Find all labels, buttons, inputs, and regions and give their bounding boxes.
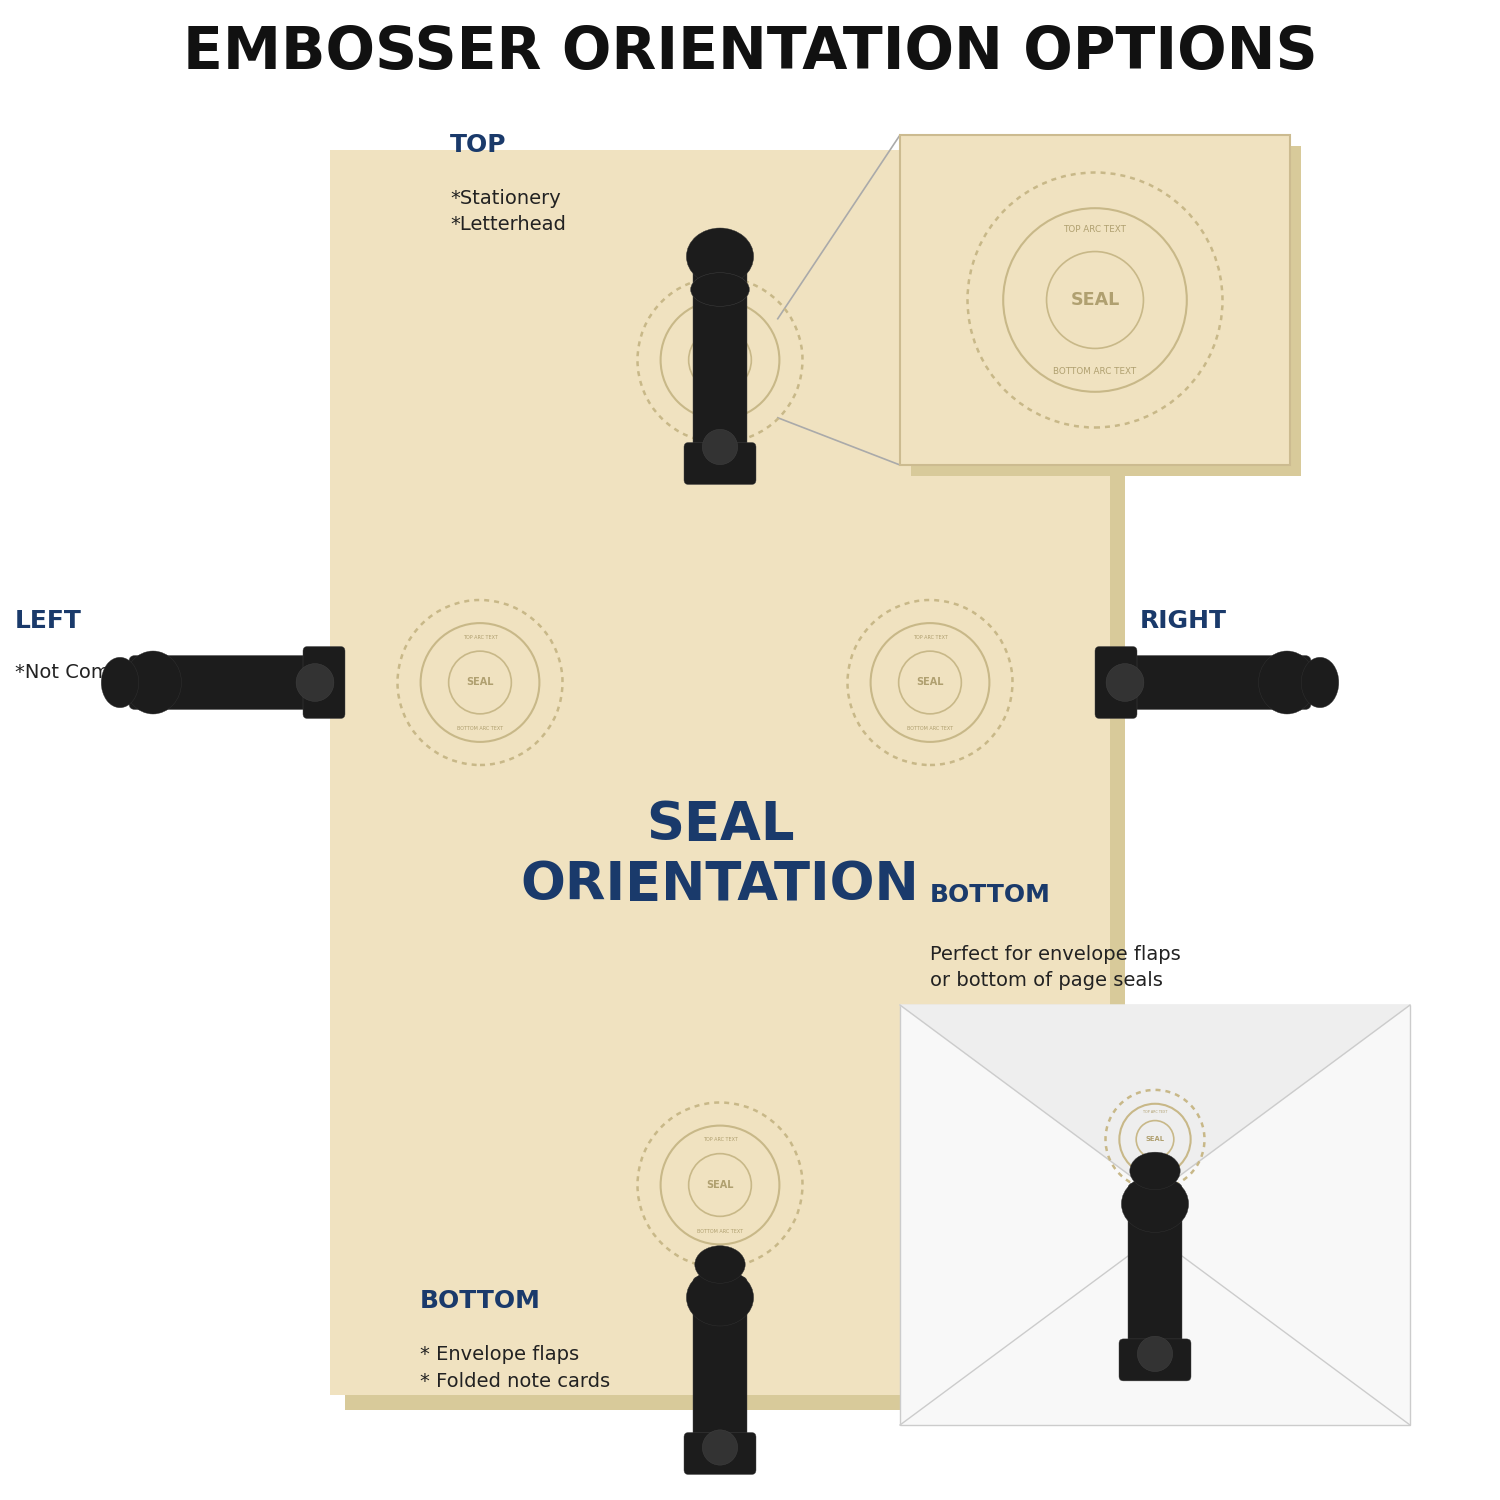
Text: RIGHT: RIGHT (1140, 609, 1227, 633)
Ellipse shape (690, 273, 750, 306)
Circle shape (702, 1430, 738, 1466)
Text: TOP ARC TEXT: TOP ARC TEXT (702, 1137, 738, 1142)
Ellipse shape (687, 1269, 753, 1326)
Circle shape (296, 663, 334, 702)
Ellipse shape (1130, 1152, 1180, 1190)
Text: BOTTOM ARC TEXT: BOTTOM ARC TEXT (698, 404, 742, 408)
Text: SEAL: SEAL (1146, 1137, 1164, 1143)
Ellipse shape (124, 651, 182, 714)
Text: SEAL: SEAL (1071, 291, 1119, 309)
Ellipse shape (102, 657, 138, 708)
Ellipse shape (1122, 1176, 1188, 1233)
Text: TOP ARC TEXT: TOP ARC TEXT (1064, 225, 1126, 234)
Text: TOP ARC TEXT: TOP ARC TEXT (702, 312, 738, 316)
FancyBboxPatch shape (684, 442, 756, 485)
Text: BOTTOM: BOTTOM (420, 1288, 542, 1312)
Text: BOTTOM ARC TEXT: BOTTOM ARC TEXT (1138, 1166, 1172, 1168)
Ellipse shape (1258, 651, 1316, 714)
Text: SEAL: SEAL (706, 1180, 734, 1190)
Circle shape (1137, 1336, 1173, 1371)
Text: *Stationery
*Letterhead: *Stationery *Letterhead (450, 189, 566, 234)
FancyBboxPatch shape (693, 1276, 747, 1468)
Text: * Envelope flaps
* Folded note cards: * Envelope flaps * Folded note cards (420, 1346, 610, 1390)
Text: SEAL: SEAL (466, 678, 494, 687)
FancyBboxPatch shape (910, 146, 1300, 476)
FancyBboxPatch shape (1128, 1184, 1182, 1376)
FancyBboxPatch shape (684, 1432, 756, 1474)
FancyBboxPatch shape (1119, 1340, 1191, 1382)
Text: BOTTOM ARC TEXT: BOTTOM ARC TEXT (908, 726, 952, 730)
Text: EMBOSSER ORIENTATION OPTIONS: EMBOSSER ORIENTATION OPTIONS (183, 24, 1317, 81)
Ellipse shape (1300, 657, 1338, 708)
Text: TOP ARC TEXT: TOP ARC TEXT (462, 634, 498, 639)
FancyBboxPatch shape (1119, 656, 1311, 710)
FancyBboxPatch shape (330, 150, 1110, 1395)
Circle shape (1106, 663, 1144, 702)
Polygon shape (900, 1005, 1410, 1194)
Text: TOP ARC TEXT: TOP ARC TEXT (1143, 1110, 1167, 1114)
Text: BOTTOM ARC TEXT: BOTTOM ARC TEXT (458, 726, 503, 730)
Ellipse shape (694, 1245, 746, 1284)
Text: TOP: TOP (450, 134, 507, 158)
Text: BOTTOM ARC TEXT: BOTTOM ARC TEXT (1053, 368, 1137, 376)
Text: LEFT: LEFT (15, 609, 82, 633)
Text: * Book page: * Book page (1140, 663, 1260, 682)
Text: SEAL
ORIENTATION: SEAL ORIENTATION (520, 800, 920, 910)
FancyBboxPatch shape (900, 1005, 1410, 1425)
Text: SEAL: SEAL (916, 678, 944, 687)
FancyBboxPatch shape (900, 135, 1290, 465)
Circle shape (702, 429, 738, 465)
FancyBboxPatch shape (693, 268, 747, 460)
FancyBboxPatch shape (129, 656, 321, 710)
Ellipse shape (687, 228, 753, 285)
Text: Perfect for envelope flaps
or bottom of page seals: Perfect for envelope flaps or bottom of … (930, 945, 1180, 990)
Text: SEAL: SEAL (706, 356, 734, 364)
Text: TOP ARC TEXT: TOP ARC TEXT (912, 634, 948, 639)
FancyBboxPatch shape (1095, 646, 1137, 718)
FancyBboxPatch shape (345, 165, 1125, 1410)
Text: BOTTOM: BOTTOM (930, 884, 1052, 908)
Text: *Not Common: *Not Common (15, 663, 153, 682)
Text: BOTTOM ARC TEXT: BOTTOM ARC TEXT (698, 1228, 742, 1233)
FancyBboxPatch shape (303, 646, 345, 718)
